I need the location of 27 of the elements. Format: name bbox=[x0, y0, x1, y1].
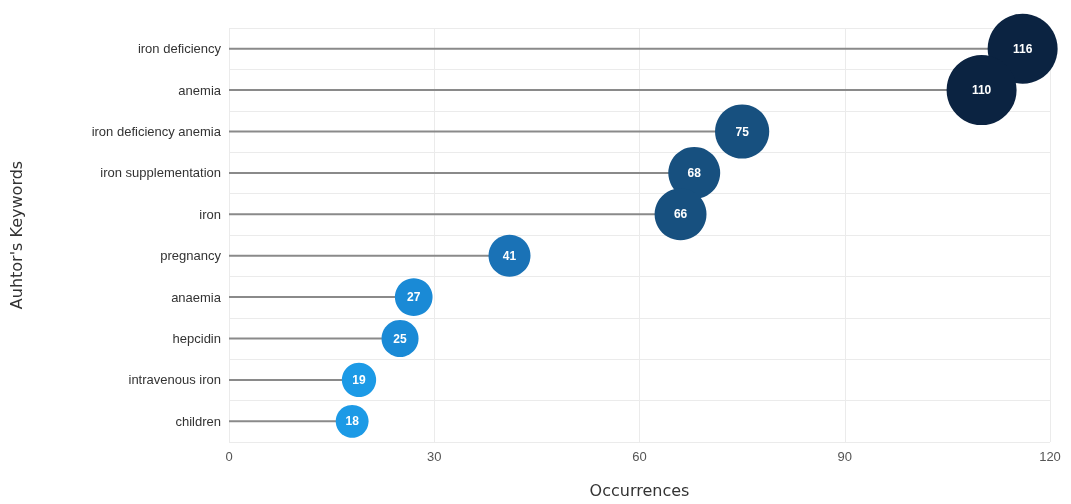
y-tick-label: pregnancy bbox=[160, 248, 222, 264]
data-label: 27 bbox=[407, 290, 421, 305]
y-tick-label: hepcidin bbox=[172, 331, 221, 346]
y-tick-label: iron supplementation bbox=[100, 165, 221, 181]
x-tick-label: 90 bbox=[837, 449, 852, 464]
y-axis-title: Auhtor's Keywords bbox=[6, 160, 26, 310]
y-tick-label: iron deficiency anemia bbox=[91, 124, 222, 139]
y-tick-label: intravenous iron bbox=[128, 372, 221, 388]
x-tick-label: 30 bbox=[427, 449, 442, 464]
data-label: 66 bbox=[673, 207, 688, 222]
data-label: 75 bbox=[735, 124, 750, 139]
data-label: 41 bbox=[502, 248, 517, 263]
data-label: 18 bbox=[345, 414, 360, 429]
y-tick-label: anaemia bbox=[171, 289, 222, 305]
y-tick-label: children bbox=[175, 413, 221, 429]
y-tick-label: iron bbox=[199, 206, 221, 222]
data-label: 116 bbox=[1012, 41, 1033, 56]
y-tick-label: anemia bbox=[178, 82, 222, 98]
data-label: 68 bbox=[687, 165, 702, 180]
x-tick-label: 120 bbox=[1039, 449, 1061, 464]
y-tick-label: iron deficiency bbox=[137, 41, 222, 57]
data-label: 25 bbox=[393, 331, 408, 346]
data-label: 110 bbox=[971, 83, 992, 98]
x-tick-label: 0 bbox=[225, 449, 233, 464]
x-tick-label: 60 bbox=[632, 449, 647, 464]
data-label: 19 bbox=[352, 372, 366, 387]
x-axis-title: Occurrences bbox=[589, 480, 690, 500]
